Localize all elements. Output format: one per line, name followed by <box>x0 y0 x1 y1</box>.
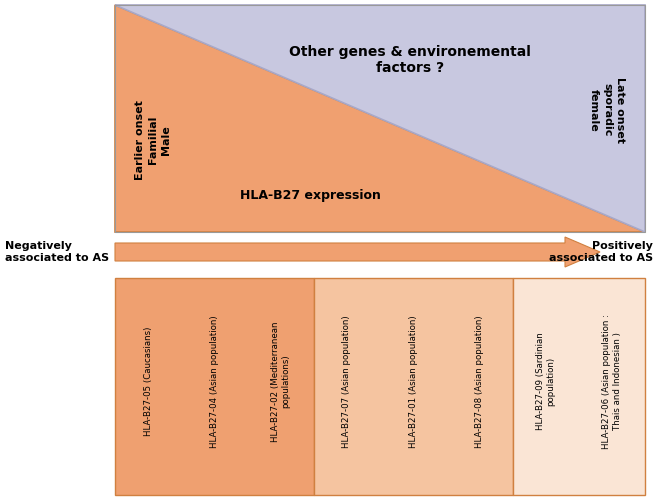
Bar <box>314 278 513 495</box>
Text: HLA-B27-09 (Sardinian
population): HLA-B27-09 (Sardinian population) <box>536 333 555 430</box>
Text: HLA-B27 expression: HLA-B27 expression <box>240 189 380 202</box>
Text: Earlier onset
Familial
Male: Earlier onset Familial Male <box>135 100 171 180</box>
Text: Late onset
sporadic
female: Late onset sporadic female <box>589 77 625 143</box>
Text: HLA-B27-06 (Asian population :
Thais and Indonesian ): HLA-B27-06 (Asian population : Thais and… <box>602 314 622 449</box>
Text: HLA-B27-04 (Asian population): HLA-B27-04 (Asian population) <box>210 315 219 448</box>
Bar <box>115 5 645 232</box>
Text: HLA-B27-02 (Mediterranean
populations): HLA-B27-02 (Mediterranean populations) <box>270 321 291 442</box>
Text: HLA-B27-07 (Asian population): HLA-B27-07 (Asian population) <box>342 315 351 448</box>
Text: Positively
associated to AS: Positively associated to AS <box>549 241 653 263</box>
Bar <box>115 278 314 495</box>
FancyArrow shape <box>115 237 600 267</box>
Text: Negatively
associated to AS: Negatively associated to AS <box>5 241 109 263</box>
Text: HLA-B27-01 (Asian population): HLA-B27-01 (Asian population) <box>409 315 418 448</box>
Bar <box>513 278 645 495</box>
Text: HLA-B27-05 (Caucasians): HLA-B27-05 (Caucasians) <box>143 327 153 436</box>
Text: Other genes & environemental
factors ?: Other genes & environemental factors ? <box>289 45 531 75</box>
Polygon shape <box>115 5 645 232</box>
Text: HLA-B27-08 (Asian population): HLA-B27-08 (Asian population) <box>475 315 484 448</box>
Polygon shape <box>115 5 645 232</box>
